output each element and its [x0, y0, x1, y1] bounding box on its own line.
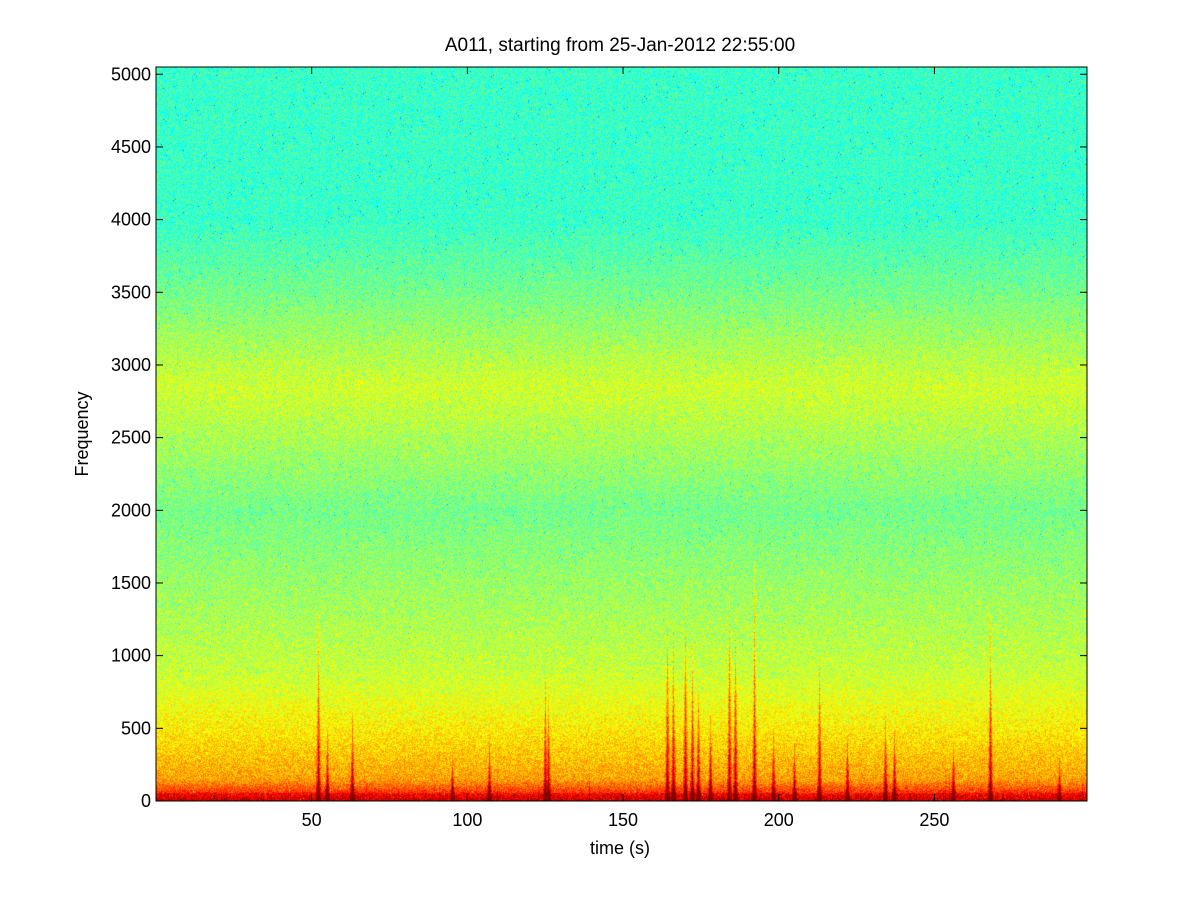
chart-title: A011, starting from 25-Jan-2012 22:55:00 — [445, 35, 795, 56]
x-tick-label: 50 — [302, 810, 322, 830]
x-tick-label: 200 — [764, 810, 794, 830]
x-axis: 50 100 150 200 250 — [302, 67, 949, 830]
y-tick-label: 4500 — [111, 137, 151, 157]
y-tick-label: 4000 — [111, 210, 151, 230]
y-axis: 0 500 1000 1500 2000 2500 3000 3500 4000 4500 5000 — [111, 64, 1087, 811]
y-tick-label: 3000 — [111, 355, 151, 375]
axes-box — [155, 66, 1088, 802]
x-tick-label: 150 — [608, 810, 638, 830]
x-tick-label: 250 — [919, 810, 949, 830]
x-axis-label: time (s) — [590, 838, 650, 858]
y-tick-label: 500 — [121, 718, 151, 738]
spectrogram-heatmap — [156, 67, 1087, 801]
y-tick-label: 5000 — [111, 64, 151, 84]
plot-area — [155, 66, 1088, 802]
y-tick-label: 0 — [141, 791, 151, 811]
y-tick-label: 1500 — [111, 573, 151, 593]
y-tick-label: 3500 — [111, 282, 151, 302]
x-tick-label: 100 — [452, 810, 482, 830]
y-tick-label: 2500 — [111, 428, 151, 448]
y-tick-label: 2000 — [111, 500, 151, 520]
y-axis-label: Frequency — [72, 391, 92, 476]
y-tick-label: 1000 — [111, 646, 151, 666]
